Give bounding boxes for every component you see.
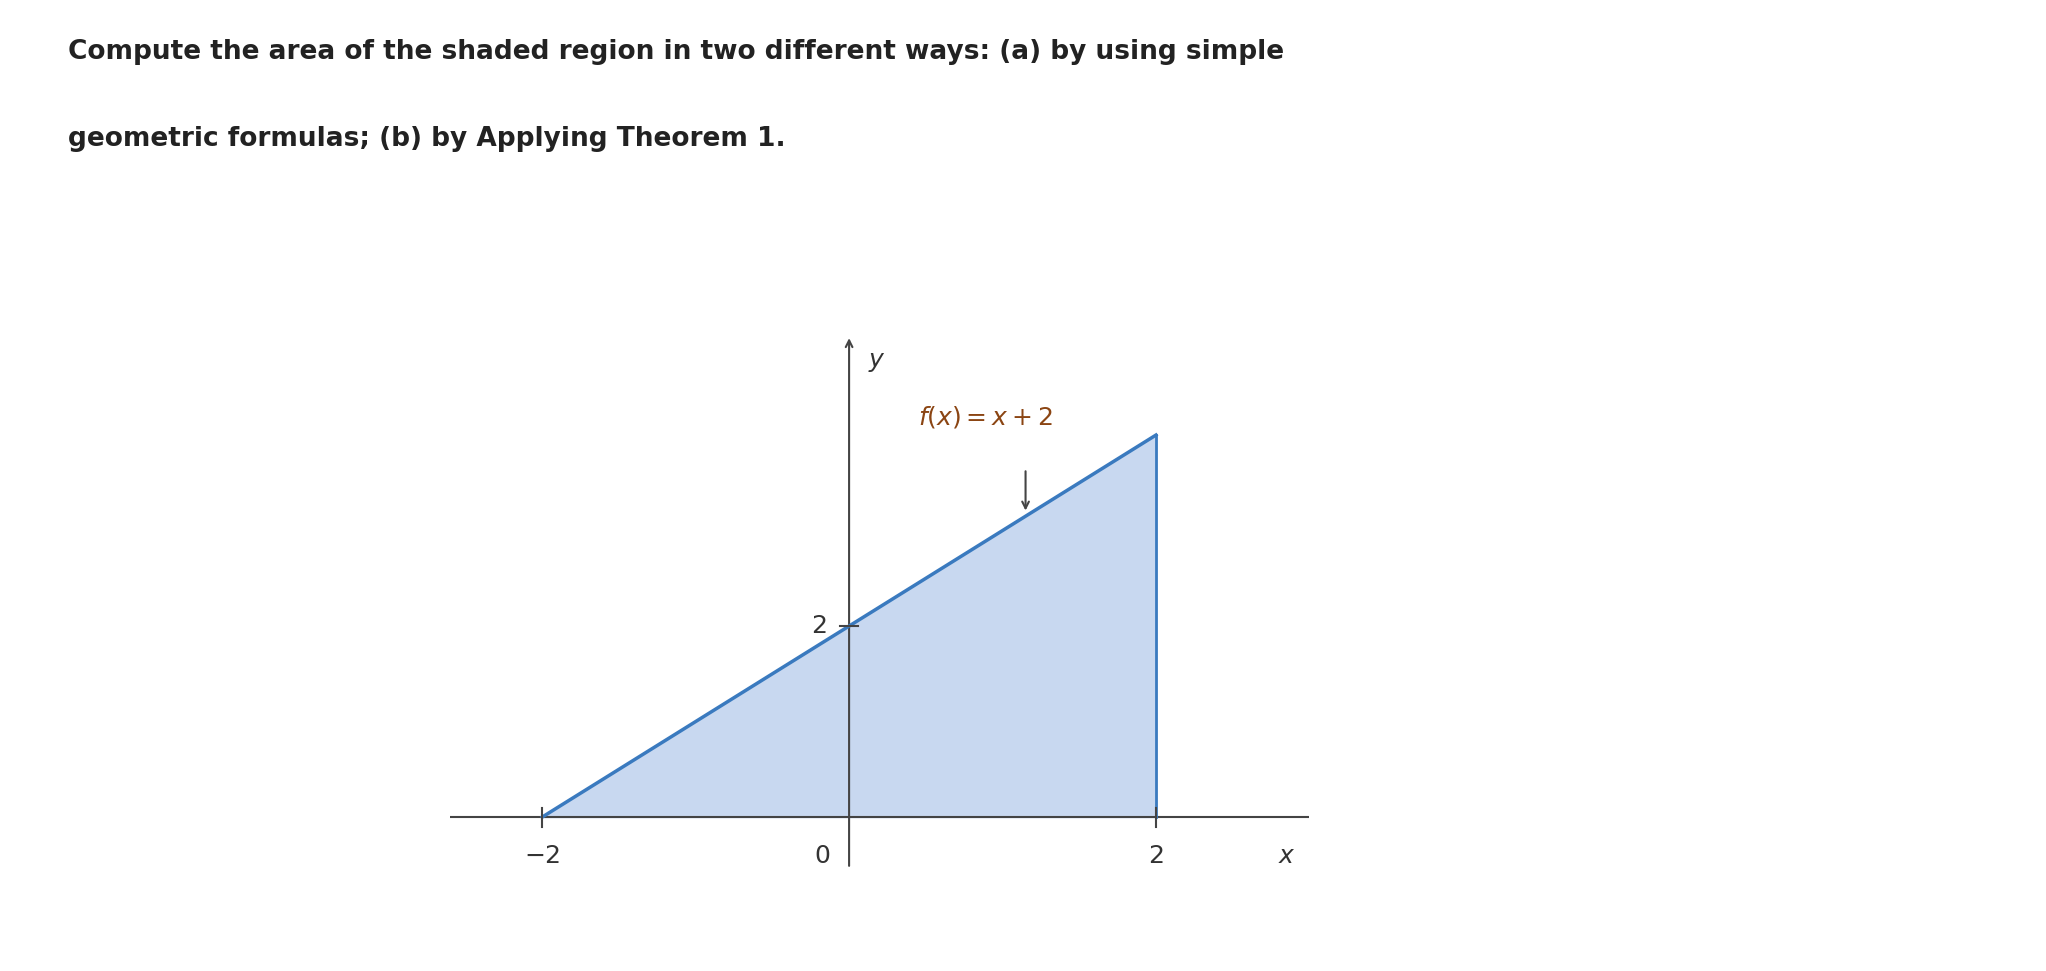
Text: $f(x) = x + 2$: $f(x) = x + 2$ [919,404,1054,430]
Text: $2$: $2$ [810,614,827,638]
Text: geometric formulas; (b) by Applying Theorem 1.: geometric formulas; (b) by Applying Theo… [68,126,786,152]
Text: $2$: $2$ [1148,844,1164,868]
Text: Compute the area of the shaded region in two different ways: (a) by using simple: Compute the area of the shaded region in… [68,39,1283,65]
Text: $y$: $y$ [868,351,886,374]
Text: $x$: $x$ [1279,844,1295,868]
Text: $-2$: $-2$ [524,844,561,868]
Text: $0$: $0$ [814,844,831,868]
